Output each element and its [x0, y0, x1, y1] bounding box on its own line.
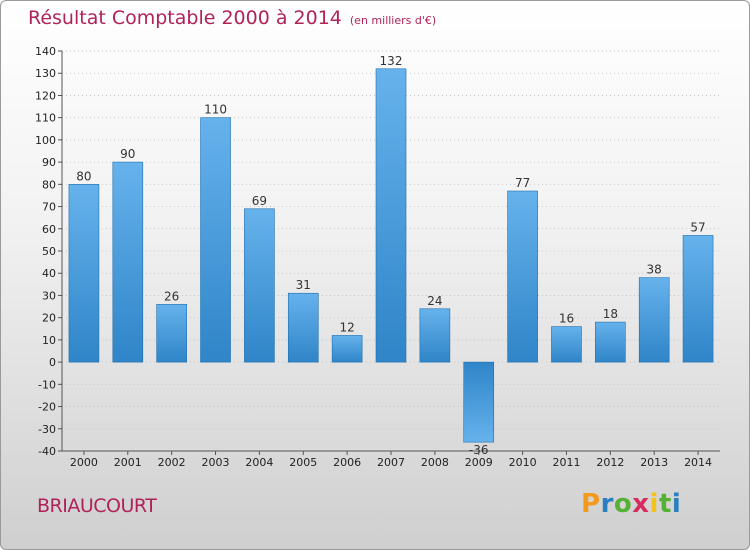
data-label-2002: 26 — [164, 289, 179, 303]
y-tick-label: -30 — [38, 423, 56, 436]
y-tick-label: 90 — [42, 156, 56, 169]
data-label-2010: 77 — [515, 176, 530, 190]
data-label-2008: 24 — [427, 294, 442, 308]
bar-2001 — [112, 161, 144, 363]
x-tick-label-2000: 2000 — [70, 456, 98, 469]
y-tick-label: 110 — [35, 112, 56, 125]
x-tick-label-2011: 2011 — [552, 456, 580, 469]
chart-title-text: Résultat Comptable 2000 à 2014 — [28, 7, 342, 29]
y-tick-label: 140 — [35, 45, 56, 58]
bar-2007 — [375, 68, 407, 363]
bar-2011 — [551, 326, 582, 363]
logo-letter: o — [613, 489, 633, 519]
y-tick-label: 0 — [49, 356, 56, 369]
bar-2005 — [287, 292, 319, 363]
y-tick-label: 80 — [42, 178, 56, 191]
bar-2009 — [463, 361, 495, 443]
data-label-2005: 31 — [296, 278, 311, 292]
y-tick-label: 10 — [42, 334, 56, 347]
chart-title: Résultat Comptable 2000 à 2014 (en millie… — [28, 7, 436, 29]
x-tick-label-2002: 2002 — [158, 456, 186, 469]
x-tick-label-2010: 2010 — [509, 456, 537, 469]
y-tick-label: 130 — [35, 67, 56, 80]
y-tick-label: -20 — [38, 401, 56, 414]
y-tick-label: -10 — [38, 378, 56, 391]
x-tick-label-2004: 2004 — [245, 456, 273, 469]
x-tick-label-2001: 2001 — [114, 456, 142, 469]
bar-2000 — [68, 184, 100, 363]
data-label-2011: 16 — [559, 312, 574, 326]
x-tick-label-2014: 2014 — [684, 456, 712, 469]
x-tick-label-2013: 2013 — [640, 456, 668, 469]
y-tick-label: 70 — [42, 201, 56, 214]
data-label-2009: -36 — [469, 443, 489, 457]
bar-2003 — [200, 117, 231, 363]
chart-subtitle: (en milliers d'€) — [349, 14, 437, 27]
bar-2008 — [419, 308, 451, 363]
logo-letter: x — [632, 489, 650, 519]
x-tick-label-2005: 2005 — [289, 456, 317, 469]
bar-2004 — [244, 208, 275, 363]
town-name: BRIAUCOURT — [37, 495, 157, 517]
data-label-2007: 132 — [380, 54, 403, 68]
bar-2006 — [331, 335, 363, 363]
x-tick-label-2007: 2007 — [377, 456, 405, 469]
data-label-2014: 57 — [690, 220, 705, 234]
bar-2014 — [682, 235, 714, 363]
y-tick-label: 20 — [42, 312, 56, 325]
y-tick-label: -40 — [38, 445, 56, 458]
bar-2010 — [507, 190, 538, 363]
y-tick-label: 100 — [35, 134, 56, 147]
data-label-2003: 110 — [204, 103, 227, 117]
data-label-2004: 69 — [252, 194, 267, 208]
data-label-2000: 80 — [76, 169, 91, 183]
x-tick-label-2006: 2006 — [333, 456, 361, 469]
x-tick-label-2009: 2009 — [465, 456, 493, 469]
logo-letter: t — [658, 489, 672, 519]
x-tick-label-2012: 2012 — [596, 456, 624, 469]
y-tick-label: 60 — [42, 223, 56, 236]
y-tick-label: 50 — [42, 245, 56, 258]
logo-letter: r — [600, 489, 614, 519]
data-label-2001: 90 — [120, 147, 135, 161]
logo-letter: i — [671, 489, 682, 519]
bar-2012 — [595, 321, 626, 363]
y-tick-label: 30 — [42, 289, 56, 302]
data-label-2012: 18 — [603, 307, 618, 321]
y-tick-label: 120 — [35, 89, 56, 102]
x-tick-label-2008: 2008 — [421, 456, 449, 469]
bar-2013 — [638, 277, 670, 363]
bar-2002 — [156, 304, 187, 363]
x-tick-label-2003: 2003 — [202, 456, 230, 469]
logo-letter: P — [581, 489, 601, 519]
data-label-2013: 38 — [647, 263, 662, 277]
data-label-2006: 12 — [339, 320, 354, 334]
logo-letter: i — [649, 489, 659, 519]
proxiti-logo: Proxiti — [581, 489, 681, 519]
y-tick-label: 40 — [42, 267, 56, 280]
